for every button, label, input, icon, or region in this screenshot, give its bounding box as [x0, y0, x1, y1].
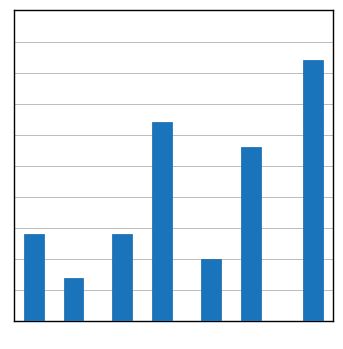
Bar: [112, 234, 132, 321]
Bar: [63, 277, 83, 321]
Bar: [241, 147, 261, 321]
Bar: [24, 234, 44, 321]
Bar: [201, 259, 221, 321]
Bar: [152, 122, 172, 321]
Bar: [303, 60, 323, 321]
